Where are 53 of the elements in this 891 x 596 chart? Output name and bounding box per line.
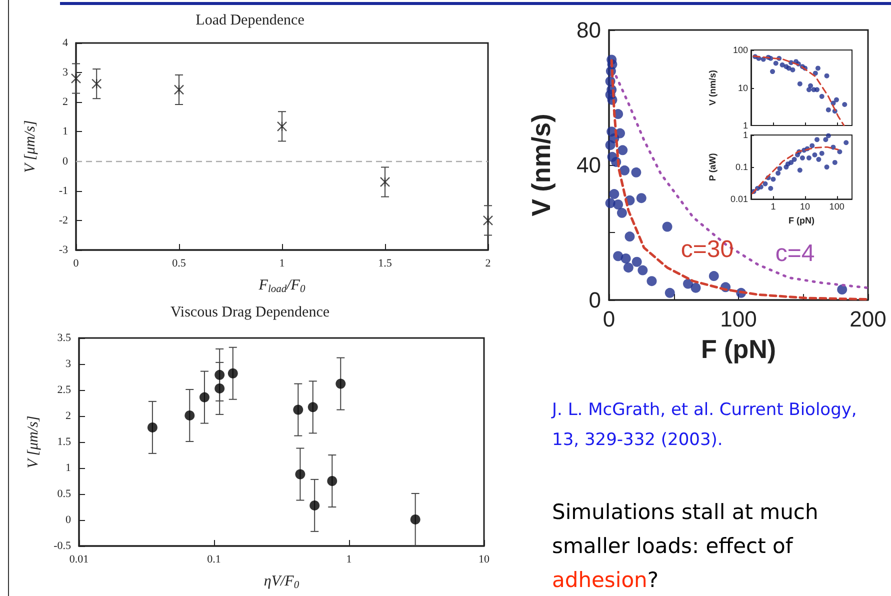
y-axis-title: V (nm/s) (708, 70, 718, 106)
y-axis-title: P (aW) (708, 153, 718, 181)
x-tick-label: 200 (850, 306, 886, 332)
x-tick-label: 0 (73, 258, 80, 270)
x-tick-label: 10 (800, 202, 810, 212)
y-tick-label: 0.1 (735, 162, 748, 172)
text: ? (647, 568, 659, 592)
y-tick-label: 10 (738, 82, 748, 93)
text: J. L. McGrath, et al. Current Biology, 13, 329-332 (2003). (552, 400, 857, 450)
y-tick-label: 1 (62, 126, 68, 138)
y-tick-label: 1 (66, 462, 71, 474)
y-tick-label: 2.5 (57, 384, 72, 396)
series-label: c=4 (775, 240, 815, 268)
y-tick-label: 3 (62, 66, 68, 79)
x-tick-label: 1 (346, 554, 352, 566)
y-tick-label: 0 (588, 288, 601, 312)
chart-title: Load Dependence (196, 12, 305, 28)
x-axis-title: F (pN) (700, 334, 776, 364)
y-tick-label: -1 (58, 184, 68, 197)
x-axis-title: F (pN) (788, 216, 814, 226)
y-tick-label: 100 (732, 45, 748, 55)
y-tick-label: 4 (62, 37, 68, 49)
x-tick-label: 1 (770, 202, 776, 212)
chart-title: Viscous Drag Dependence (170, 304, 330, 320)
x-tick-label: 1 (279, 258, 285, 270)
x-tick-label: 2 (485, 258, 491, 270)
series-label: c=30 (680, 236, 734, 264)
y-tick-label: 0 (66, 514, 72, 526)
x-tick-label: 0.1 (207, 554, 221, 566)
text: adhesion (552, 568, 648, 592)
y-tick-label: 40 (576, 152, 601, 178)
y-tick-label: -0.5 (54, 540, 72, 552)
y-tick-label: 1.5 (57, 436, 72, 448)
y-tick-label: 80 (576, 18, 601, 42)
y-axis-title: V (nm/s) (526, 114, 556, 216)
text: Simulations stall at much smaller loads: effect of (552, 500, 818, 558)
y-tick-label: 0 (62, 155, 68, 168)
x-tick-label: 100 (829, 202, 844, 212)
y-tick-label: 3.5 (57, 332, 72, 344)
y-tick-label: 3 (66, 358, 72, 370)
y-tick-label: -2 (58, 214, 68, 226)
x-tick-label: 0.5 (172, 258, 186, 270)
x-tick-label: 1.5 (378, 258, 392, 270)
y-tick-label: 1 (742, 120, 748, 130)
y-tick-label: 0.5 (57, 488, 72, 500)
y-tick-label: -3 (58, 244, 68, 256)
y-tick-label: 1 (742, 130, 748, 140)
y-tick-label: 2 (66, 410, 71, 422)
y-tick-label: 0.01 (730, 194, 748, 204)
y-tick-label: 2 (62, 96, 68, 108)
y-axis-title: V [μm/s] (26, 416, 42, 468)
x-tick-label: 10 (478, 554, 490, 566)
y-axis-title: V [μm/s] (22, 120, 38, 173)
